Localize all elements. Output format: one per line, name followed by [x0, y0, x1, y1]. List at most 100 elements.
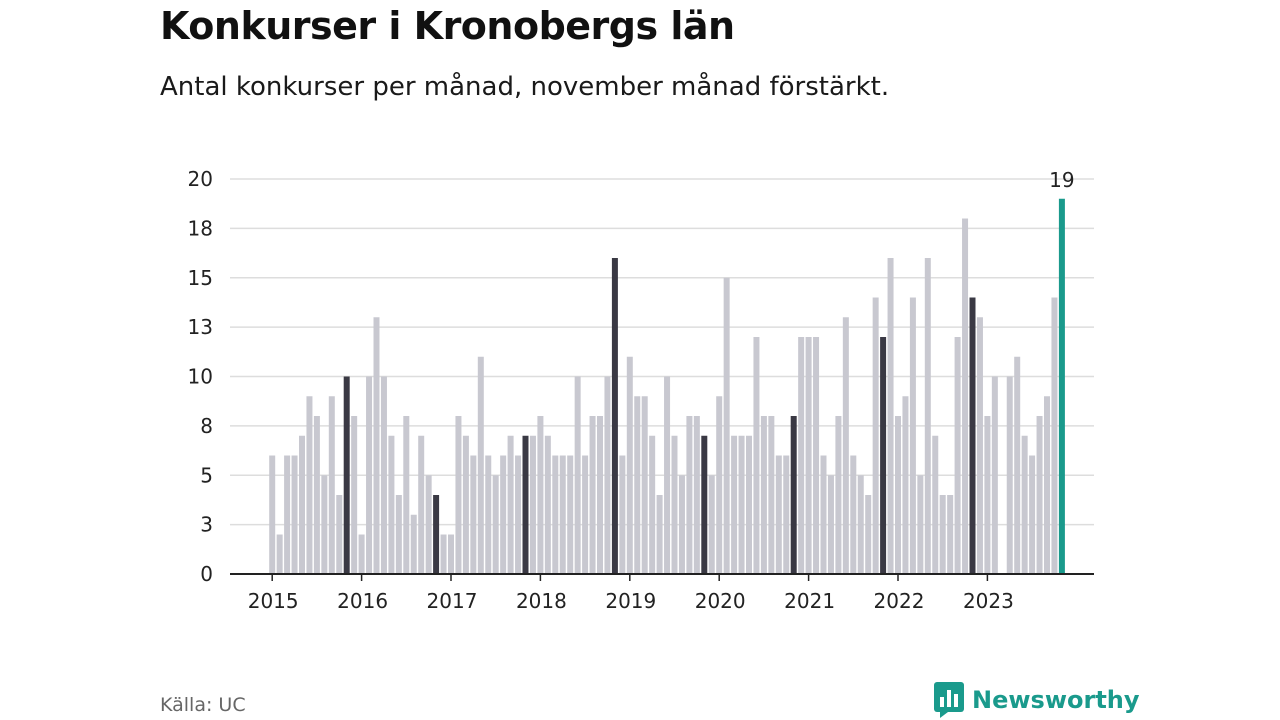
chart-title: Konkurser i Kronobergs län: [160, 4, 735, 48]
last-value-label: 19: [1049, 168, 1074, 192]
bar: [477, 356, 484, 574]
bar: [723, 277, 730, 574]
bar: [567, 455, 574, 574]
bar: [597, 416, 603, 574]
bar: [574, 376, 581, 574]
brand-logo[interactable]: Newsworthy: [934, 682, 1140, 718]
bars: [269, 198, 1065, 574]
bar: [418, 435, 425, 574]
y-tick-label: 5: [200, 463, 213, 487]
bar: [753, 337, 760, 574]
bar: [537, 416, 544, 574]
bar: [552, 455, 559, 574]
bar: [626, 356, 633, 574]
bar: [939, 495, 946, 574]
bar: [299, 435, 305, 574]
bar: [850, 455, 857, 574]
bar: [1021, 435, 1028, 574]
bar: [671, 435, 678, 574]
newsworthy-logo-icon: [934, 682, 964, 718]
bar: [738, 435, 745, 574]
bar: [969, 297, 976, 574]
bar: [909, 297, 916, 574]
x-tick-label: 2022: [874, 589, 925, 613]
bar: [917, 475, 924, 574]
bar: [790, 416, 797, 574]
bar: [1014, 356, 1021, 574]
y-tick-label: 18: [188, 216, 213, 240]
chart-subtitle: Antal konkurser per månad, november måna…: [160, 72, 890, 102]
bar: [291, 455, 298, 574]
bar: [708, 475, 715, 574]
bar: [991, 376, 998, 574]
bar: [321, 475, 328, 574]
bar: [604, 376, 611, 574]
bar: [746, 435, 752, 574]
x-tick-label: 2023: [963, 589, 1014, 613]
bar: [276, 534, 283, 574]
bar: [388, 435, 395, 574]
bar: [425, 475, 432, 574]
bar: [835, 416, 842, 574]
bar: [559, 455, 566, 574]
bar: [313, 416, 320, 574]
bar: [693, 416, 700, 574]
bar: [582, 455, 589, 574]
x-tick-label: 2016: [337, 589, 388, 613]
y-tick-label: 8: [200, 414, 213, 438]
bar: [649, 435, 656, 574]
bar: [395, 495, 402, 574]
bar: [731, 435, 738, 574]
bar: [947, 495, 954, 574]
bar: [448, 534, 454, 574]
bar: [544, 435, 551, 574]
bar: [380, 376, 387, 574]
bar: [813, 337, 820, 574]
bar: [887, 258, 894, 574]
bar: [284, 455, 291, 574]
x-axis: 2015 2016 2017 2018 2019 2020 2021 2022 2023: [230, 573, 1094, 613]
x-tick-label: 2015: [248, 589, 299, 613]
bar: [842, 317, 849, 574]
x-tick-label: 2017: [427, 589, 478, 613]
x-tick-label: 2021: [784, 589, 835, 613]
bar: [529, 435, 536, 574]
bar: [716, 396, 723, 574]
bar: [410, 514, 417, 574]
bar: [1058, 198, 1065, 574]
bar: [1044, 396, 1050, 574]
bar: [932, 435, 939, 574]
bar: [1029, 455, 1036, 574]
bar: [462, 435, 469, 574]
bar: [336, 495, 343, 574]
bar: [1051, 297, 1058, 574]
brand-name: Newsworthy: [972, 686, 1140, 714]
bar: [485, 455, 492, 574]
bar: [470, 455, 477, 574]
bar: [619, 455, 626, 574]
y-tick-label: 0: [200, 562, 213, 586]
bar: [768, 416, 775, 574]
y-tick-label: 3: [200, 513, 213, 537]
bar: [880, 337, 887, 574]
bar: [984, 416, 991, 574]
bar: [589, 416, 596, 574]
bar: [634, 396, 641, 574]
bar: [328, 396, 335, 574]
bar: [507, 435, 514, 574]
bar: [522, 435, 529, 574]
bar: [976, 317, 983, 574]
bar: [269, 455, 276, 574]
y-tick-label: 15: [188, 266, 213, 290]
x-tick-label: 2019: [605, 589, 656, 613]
bar: [366, 376, 373, 574]
y-tick-label: 20: [188, 167, 213, 191]
bar: [827, 475, 834, 574]
bar: [678, 475, 685, 574]
bar: [403, 416, 410, 574]
bar: [455, 416, 462, 574]
bar: [656, 495, 663, 574]
bar: [686, 416, 693, 574]
bar: [1036, 416, 1043, 574]
